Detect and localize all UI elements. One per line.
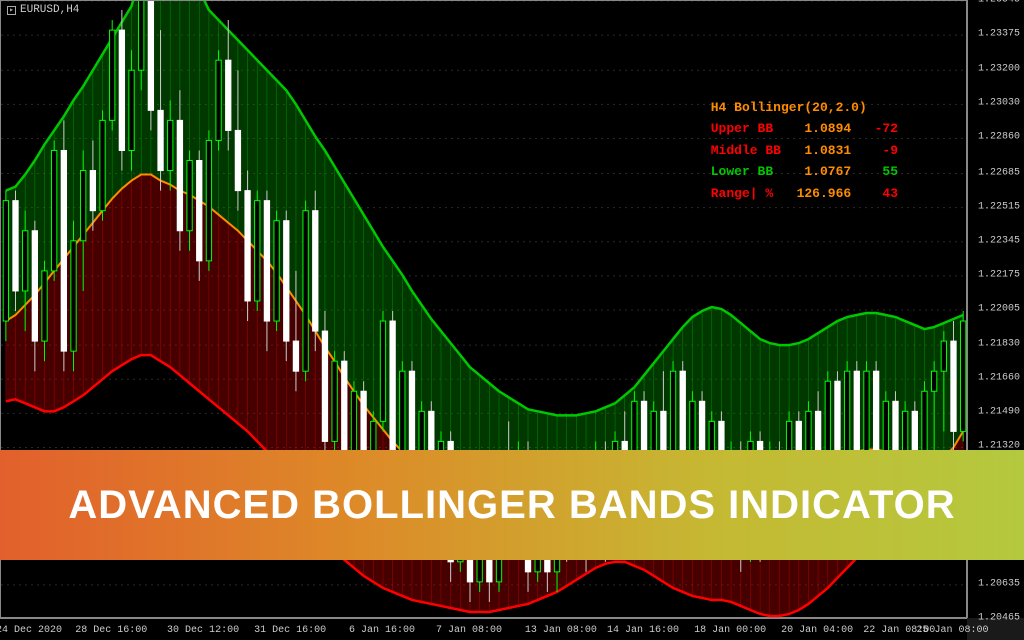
symbol-text: EURUSD,H4 [20, 4, 79, 16]
indicator-info-panel: H4 Bollinger(20,2.0)Upper BB 1.0894 -72M… [711, 97, 898, 204]
expand-icon[interactable]: ▸ [7, 6, 16, 15]
symbol-label: ▸ EURUSD,H4 [7, 4, 79, 16]
title-overlay: ADVANCED BOLLINGER BANDS INDICATOR [0, 450, 1024, 560]
time-axis: 24 Dec 202028 Dec 16:0030 Dec 12:0031 De… [0, 618, 967, 640]
overlay-title: ADVANCED BOLLINGER BANDS INDICATOR [68, 483, 955, 528]
